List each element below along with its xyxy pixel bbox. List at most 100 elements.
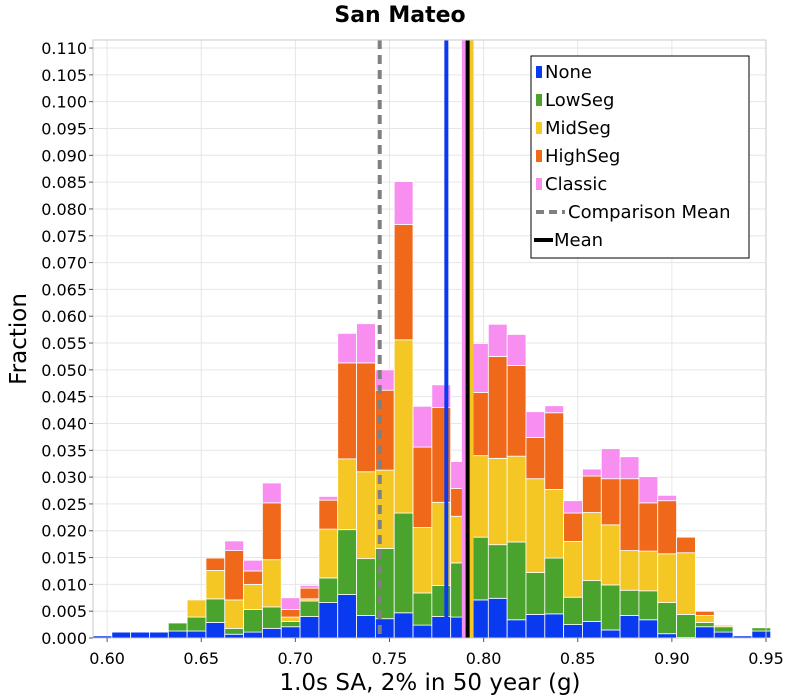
bar-none bbox=[582, 620, 602, 639]
bar-midseg bbox=[487, 457, 508, 546]
bar-highseg bbox=[412, 446, 433, 528]
x-tick-label: 0.70 bbox=[278, 649, 314, 668]
x-axis-label: 1.0s SA, 2% in 50 year (g) bbox=[279, 670, 580, 696]
x-tick-label: 0.90 bbox=[654, 649, 690, 668]
bar-lowseg bbox=[337, 529, 357, 595]
legend-label: LowSeg bbox=[545, 90, 614, 111]
y-tick-label: 0.080 bbox=[41, 200, 87, 219]
bar-highseg bbox=[299, 587, 320, 600]
x-tick-label: 0.85 bbox=[560, 649, 596, 668]
bar-midseg bbox=[393, 339, 414, 514]
bar-lowseg bbox=[186, 616, 207, 632]
bar-classic bbox=[487, 323, 508, 357]
legend-label: Classic bbox=[545, 174, 607, 195]
bar-highseg bbox=[337, 362, 357, 460]
bar-midseg bbox=[695, 615, 715, 623]
bar-none bbox=[262, 627, 282, 639]
bar-highseg bbox=[356, 362, 376, 473]
legend-label: Comparison Mean bbox=[568, 202, 731, 223]
y-tick-label: 0.025 bbox=[41, 495, 87, 514]
bar-highseg bbox=[487, 356, 508, 459]
chart-title: San Mateo bbox=[334, 3, 465, 28]
bar-lowseg bbox=[356, 558, 376, 616]
bar-midseg bbox=[657, 553, 677, 604]
bar-none bbox=[487, 597, 508, 639]
bar-none bbox=[638, 619, 659, 639]
bar-lowseg bbox=[224, 627, 245, 635]
y-tick-label: 0.035 bbox=[41, 441, 87, 460]
legend-swatch bbox=[536, 94, 542, 106]
bar-highseg bbox=[563, 512, 583, 542]
bar-none bbox=[337, 594, 357, 639]
bar-lowseg bbox=[393, 512, 414, 614]
bar-classic bbox=[638, 476, 659, 504]
y-tick-label: 0.045 bbox=[41, 388, 87, 407]
bar-none bbox=[318, 602, 339, 639]
bar-midseg bbox=[713, 624, 734, 628]
legend-box bbox=[530, 55, 750, 259]
bar-classic bbox=[525, 411, 546, 438]
bar-classic bbox=[657, 494, 677, 502]
bar-midseg bbox=[318, 528, 339, 579]
y-tick-label: 0.030 bbox=[41, 468, 87, 487]
bar-classic bbox=[337, 332, 357, 364]
bar-none bbox=[713, 631, 734, 639]
plot-frame bbox=[92, 39, 767, 639]
bar-midseg bbox=[224, 599, 245, 629]
bar-none bbox=[280, 626, 301, 639]
bar-classic bbox=[563, 500, 583, 514]
y-axis-label: Fraction bbox=[6, 293, 32, 385]
bar-none bbox=[619, 615, 640, 639]
y-tick-label: 0.105 bbox=[41, 66, 87, 85]
bar-none bbox=[111, 631, 132, 639]
bar-lowseg bbox=[713, 626, 734, 633]
legend-label: HighSeg bbox=[545, 146, 620, 167]
bar-lowseg bbox=[638, 590, 659, 621]
bar-lowseg bbox=[299, 600, 320, 617]
bar-classic bbox=[600, 448, 621, 480]
bar-midseg bbox=[337, 458, 357, 531]
bar-midseg bbox=[412, 527, 433, 594]
bar-lowseg bbox=[695, 622, 715, 628]
bar-classic bbox=[243, 559, 263, 572]
bar-lowseg bbox=[582, 580, 602, 622]
bar-midseg bbox=[186, 599, 207, 618]
bar-none bbox=[205, 622, 226, 639]
bar-highseg bbox=[262, 502, 282, 561]
legend-swatch bbox=[536, 178, 542, 190]
legend-label: None bbox=[545, 62, 592, 83]
y-tick-label: 0.090 bbox=[41, 146, 87, 165]
bar-highseg bbox=[393, 224, 414, 341]
bar-none bbox=[186, 630, 207, 639]
x-axis-ticks: 0.60 0.65 0.70 0.75 0.80 0.85 0.90 0.95 bbox=[89, 638, 784, 668]
bar-none bbox=[412, 624, 433, 639]
y-tick-label: 0.060 bbox=[41, 307, 87, 326]
bar-classic bbox=[318, 496, 339, 501]
bar-highseg bbox=[657, 500, 677, 555]
bar-midseg bbox=[563, 541, 583, 598]
y-tick-label: 0.110 bbox=[41, 39, 87, 58]
bar-highseg bbox=[224, 550, 245, 601]
legend-swatch bbox=[536, 150, 542, 162]
y-tick-label: 0.010 bbox=[41, 575, 87, 594]
bar-lowseg bbox=[167, 622, 188, 632]
bar-midseg bbox=[638, 550, 659, 592]
x-tick-label: 0.60 bbox=[89, 649, 125, 668]
bar-highseg bbox=[638, 502, 659, 552]
bar-none bbox=[299, 616, 320, 639]
bar-highseg bbox=[695, 610, 715, 616]
bar-midseg bbox=[600, 524, 621, 586]
bar-none bbox=[243, 631, 263, 639]
legend-swatch bbox=[536, 66, 542, 78]
y-tick-label: 0.055 bbox=[41, 334, 87, 353]
y-tick-label: 0.065 bbox=[41, 280, 87, 299]
legend: None LowSeg MidSeg HighSeg Classic Comparison… bbox=[530, 55, 750, 259]
bar-classic bbox=[695, 610, 715, 612]
y-tick-label: 0.005 bbox=[41, 602, 87, 621]
bar-classic bbox=[619, 456, 640, 480]
bar-classic bbox=[224, 540, 245, 551]
x-tick-label: 0.95 bbox=[748, 649, 784, 668]
legend-swatch bbox=[536, 122, 542, 134]
